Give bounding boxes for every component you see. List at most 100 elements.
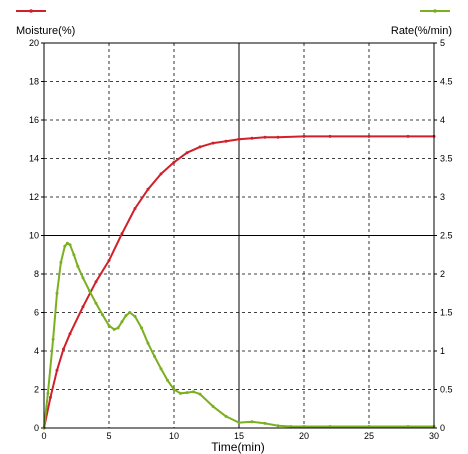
data-point	[192, 390, 195, 394]
data-point	[55, 368, 59, 372]
data-point	[68, 243, 72, 247]
data-point	[65, 241, 69, 245]
series	[42, 134, 436, 430]
data-point	[146, 341, 150, 345]
data-point	[128, 311, 132, 314]
x-tick-label: 5	[106, 431, 111, 441]
data-point	[237, 137, 241, 141]
y-right-tick-label: 5	[440, 38, 445, 48]
y-right-tick-label: 0	[440, 423, 445, 433]
data-point	[107, 324, 111, 328]
x-tick-label: 25	[364, 431, 374, 441]
data-point	[250, 136, 254, 140]
data-point	[166, 378, 169, 382]
data-point	[68, 332, 72, 336]
y-left-tick-label: 16	[29, 115, 39, 125]
data-point	[367, 134, 371, 138]
data-point	[185, 151, 189, 155]
y-right-tick-label: 2	[440, 269, 445, 279]
data-point	[72, 253, 76, 257]
data-point	[185, 391, 189, 395]
data-point	[406, 134, 410, 138]
data-point	[146, 187, 150, 191]
y-left-tick-label: 4	[34, 346, 39, 356]
x-tick-label: 15	[234, 431, 244, 441]
data-point	[124, 314, 128, 318]
data-point	[133, 207, 137, 210]
legend	[16, 9, 450, 13]
data-point	[289, 425, 293, 428]
data-point	[224, 414, 228, 418]
data-point	[276, 135, 280, 139]
data-point	[63, 244, 67, 248]
data-point	[120, 232, 124, 236]
data-point	[250, 420, 254, 424]
data-point	[76, 264, 80, 268]
data-point	[59, 260, 63, 264]
y-right-tick-label: 3.5	[440, 154, 453, 164]
data-point	[88, 289, 91, 293]
y-right-axis-title: Rate(%/min)	[391, 25, 452, 37]
data-point	[112, 327, 116, 331]
data-point	[107, 259, 111, 262]
data-point	[49, 395, 52, 399]
data-point	[81, 276, 85, 280]
grid	[44, 43, 434, 428]
y-left-tick-label: 18	[29, 77, 39, 87]
data-point	[62, 347, 65, 351]
data-point	[179, 391, 182, 395]
data-point	[302, 134, 306, 138]
data-point	[367, 425, 371, 428]
data-point	[172, 388, 176, 391]
data-point	[263, 421, 267, 425]
y-right-tick-label: 1.5	[440, 308, 453, 318]
x-tick-label: 0	[41, 431, 46, 441]
y-left-tick-label: 8	[34, 269, 39, 279]
y-right-tick-label: 4.5	[440, 77, 453, 87]
data-point	[120, 320, 124, 324]
data-point	[328, 425, 332, 428]
data-point	[116, 326, 120, 330]
y-left-tick-label: 2	[34, 385, 39, 395]
x-tick-label: 30	[429, 431, 439, 441]
data-point	[159, 172, 163, 176]
data-point	[153, 354, 156, 358]
data-point	[55, 291, 59, 295]
y-left-tick-label: 0	[34, 423, 39, 433]
data-point	[159, 367, 163, 371]
data-point	[211, 404, 215, 408]
y-right-tick-label: 4	[440, 115, 445, 125]
x-axis-title: Time(min)	[211, 440, 265, 454]
legend-marker-moisture-dot	[29, 9, 33, 13]
data-point	[263, 135, 267, 139]
data-point	[81, 305, 85, 309]
x-tick-label: 10	[169, 431, 179, 441]
data-point	[276, 424, 280, 428]
data-point	[94, 301, 98, 305]
y-left-tick-label: 14	[29, 154, 39, 164]
data-point	[237, 421, 241, 425]
data-point	[198, 145, 202, 149]
y-right-tick-label: 0.5	[440, 385, 453, 395]
y-right-tick-label: 3	[440, 192, 445, 202]
data-point	[94, 280, 98, 284]
data-point	[224, 139, 228, 143]
data-point	[211, 141, 215, 145]
data-point	[101, 313, 104, 317]
series-line-moisture	[43, 135, 434, 429]
y-left-tick-label: 20	[29, 38, 39, 48]
plot-frame	[43, 42, 435, 429]
data-point	[140, 326, 143, 330]
data-point	[46, 391, 50, 395]
data-point	[328, 134, 332, 138]
legend-marker-rate-dot	[433, 9, 437, 13]
data-point	[302, 425, 306, 428]
data-point	[198, 392, 202, 396]
data-point	[133, 314, 137, 318]
y-right-tick-label: 1	[440, 346, 445, 356]
y-left-tick-label: 10	[29, 231, 39, 241]
data-point	[172, 160, 176, 164]
y-left-tick-label: 12	[29, 192, 39, 202]
y-right-tick-label: 2.5	[440, 231, 453, 241]
